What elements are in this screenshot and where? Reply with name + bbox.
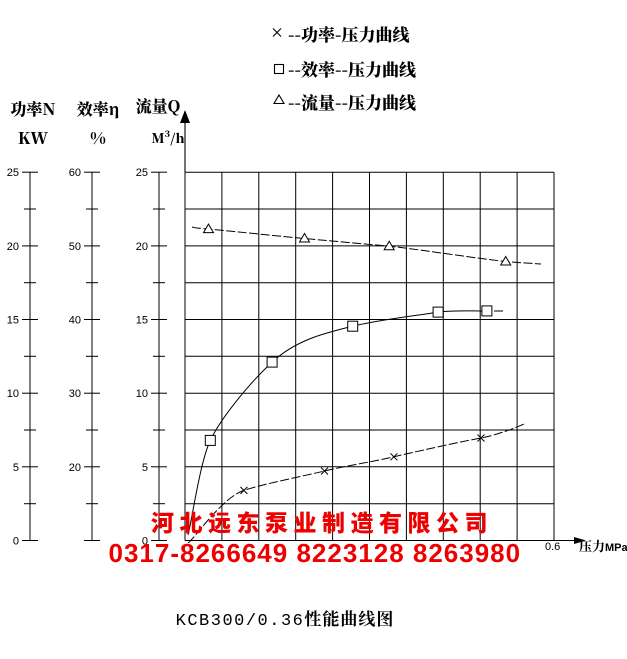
svg-text:5: 5 — [13, 462, 19, 474]
svg-text:功率N: 功率N — [10, 97, 55, 120]
svg-text:60: 60 — [69, 167, 81, 179]
svg-text:流量Q: 流量Q — [136, 94, 181, 117]
svg-text:20: 20 — [69, 462, 81, 474]
svg-text:0317-8266649 8223128 8263980: 0317-8266649 8223128 8263980 — [109, 538, 522, 568]
svg-text:效率η: 效率η — [77, 97, 119, 120]
svg-text:--功率-压力曲线: --功率-压力曲线 — [288, 21, 409, 46]
svg-text:30: 30 — [69, 388, 81, 400]
svg-text:25: 25 — [136, 167, 148, 179]
svg-text:0: 0 — [13, 536, 19, 548]
svg-text:40: 40 — [69, 315, 81, 327]
svg-text:10: 10 — [7, 388, 19, 400]
svg-text:KW: KW — [18, 126, 48, 149]
svg-text:50: 50 — [69, 241, 81, 253]
svg-text:%: % — [90, 126, 106, 149]
svg-text:--效率--压力曲线: --效率--压力曲线 — [288, 56, 416, 81]
svg-text:20: 20 — [7, 241, 19, 253]
svg-text:5: 5 — [142, 462, 148, 474]
svg-text:0.6: 0.6 — [545, 541, 560, 553]
svg-text:20: 20 — [136, 241, 148, 253]
svg-text:25: 25 — [7, 167, 19, 179]
svg-text:15: 15 — [136, 315, 148, 327]
svg-text:河北远东泵业制造有限公司: 河北远东泵业制造有限公司 — [151, 504, 493, 538]
svg-text:10: 10 — [136, 388, 148, 400]
svg-text:15: 15 — [7, 315, 19, 327]
svg-text:--流量--压力曲线: --流量--压力曲线 — [288, 89, 416, 114]
